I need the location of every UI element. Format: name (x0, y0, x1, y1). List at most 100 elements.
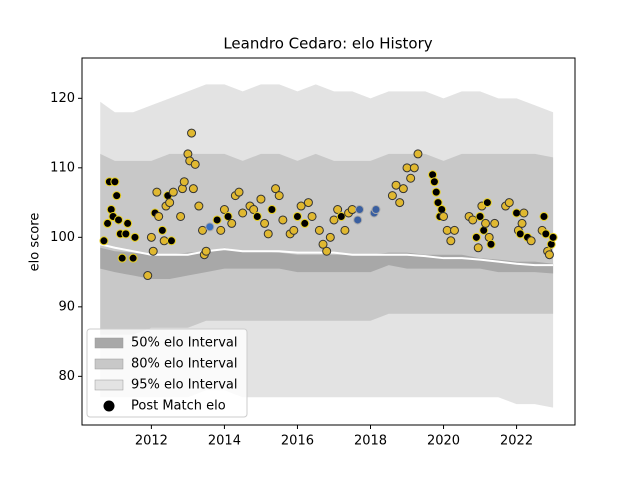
elo-point (256, 194, 266, 204)
elo-point (325, 232, 335, 242)
elo-point (300, 218, 310, 228)
elo-point (194, 201, 204, 211)
elo-point (526, 236, 536, 246)
elo-point (260, 218, 270, 228)
x-tick-label: 2022 (500, 434, 533, 449)
elo-point (336, 211, 346, 221)
y-tick-label: 120 (50, 91, 75, 106)
legend-box (86, 328, 248, 418)
elo-point (227, 218, 237, 228)
elo-point (187, 128, 197, 138)
elo-point (110, 177, 120, 187)
y-tick-label: 110 (50, 160, 75, 175)
elo-point (219, 205, 229, 215)
elo-point (402, 163, 412, 173)
elo-point (515, 229, 525, 239)
elo-point (429, 177, 439, 187)
legend-label: 50% elo Interval (131, 336, 238, 351)
elo-point (314, 225, 324, 235)
elo-point (413, 149, 423, 159)
plot-area (99, 84, 558, 408)
elo-point (165, 198, 175, 208)
elo-point (355, 205, 365, 215)
elo-point (371, 205, 381, 215)
elo-point (481, 218, 491, 228)
legend-swatch (94, 337, 124, 349)
elo-point (103, 218, 113, 228)
chart-title: Leandro Cedaro: elo History (223, 35, 432, 53)
elo-point (238, 208, 248, 218)
elo-point (278, 215, 288, 225)
elo-point (433, 198, 443, 208)
elo-point (188, 184, 198, 194)
elo-point (159, 236, 169, 246)
elo-point (431, 187, 441, 197)
elo-point (114, 215, 124, 225)
elo-point (398, 184, 408, 194)
elo-point (216, 225, 226, 235)
elo-point (318, 239, 328, 249)
elo-point (519, 208, 529, 218)
elo-point (168, 187, 178, 197)
elo-point (439, 211, 449, 221)
elo-point (212, 215, 222, 225)
elo-point (123, 218, 133, 228)
elo-point (176, 211, 186, 221)
legend-swatch (94, 358, 124, 370)
elo-point (406, 173, 416, 183)
elo-point (157, 225, 167, 235)
legend-label: Post Match elo (131, 399, 226, 414)
legend-label: 95% elo Interval (131, 378, 238, 393)
elo-point (252, 211, 262, 221)
elo-point (190, 159, 200, 169)
elo-point (475, 211, 485, 221)
x-tick-label: 2012 (135, 434, 168, 449)
elo-point (121, 229, 131, 239)
elo-point (471, 232, 481, 242)
elo-point (486, 239, 496, 249)
elo-point (249, 205, 259, 215)
elo-point (541, 229, 551, 239)
legend-label: 80% elo Interval (131, 357, 238, 372)
elo-point (512, 208, 522, 218)
elo-point (490, 218, 500, 228)
elo-point (166, 236, 176, 246)
elo-point (303, 198, 313, 208)
elo-point (179, 177, 189, 187)
x-tick-label: 2014 (208, 434, 241, 449)
elo-point (205, 222, 215, 232)
interval-band (100, 247, 554, 280)
elo-point (148, 246, 158, 256)
elo-point (409, 163, 419, 173)
elo-point (296, 201, 306, 211)
elo-point (395, 198, 405, 208)
elo-point (146, 232, 156, 242)
x-tick-label: 2016 (281, 434, 314, 449)
elo-point (307, 211, 317, 221)
elo-point (267, 205, 277, 215)
elo-point (347, 205, 357, 215)
y-axis-label: elo score (28, 213, 43, 272)
elo-point (143, 271, 153, 281)
x-tick-label: 2018 (354, 434, 387, 449)
elo-point (99, 236, 109, 246)
elo-point (340, 225, 350, 235)
y-tick-label: 100 (50, 230, 75, 245)
elo-point (544, 250, 554, 260)
elo-point (152, 187, 162, 197)
elo-point (548, 232, 558, 242)
elo-point (234, 187, 244, 197)
elo-point (387, 191, 397, 201)
elo-point (117, 253, 127, 263)
elo-point (482, 198, 492, 208)
elo-point (128, 253, 138, 263)
y-tick-label: 90 (58, 299, 75, 314)
elo-point (446, 236, 456, 246)
elo-point (322, 246, 332, 256)
elo-point (329, 215, 339, 225)
elo-point (504, 198, 514, 208)
elo-point (112, 191, 122, 201)
x-tick-label: 2020 (427, 434, 460, 449)
y-tick-label: 80 (58, 369, 75, 384)
